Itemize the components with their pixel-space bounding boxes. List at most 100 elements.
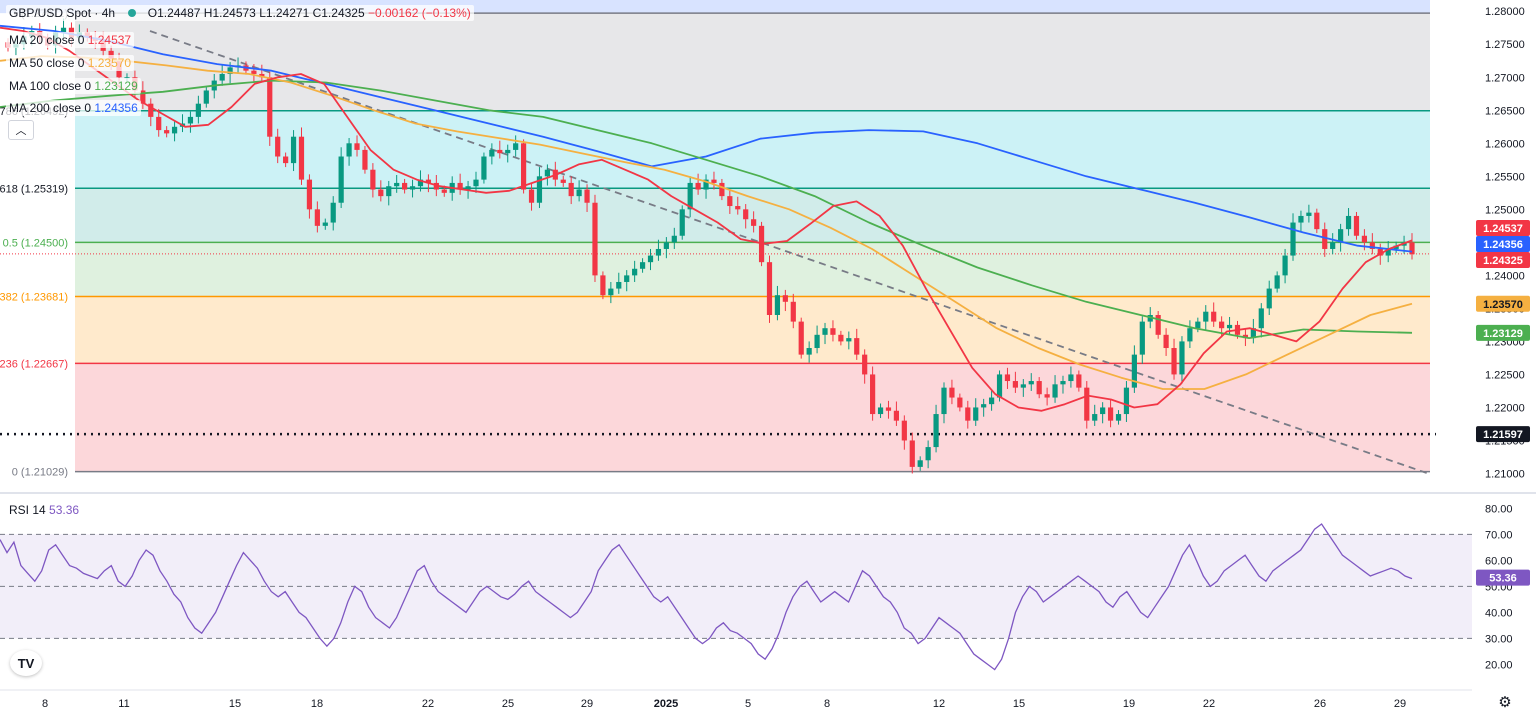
trend-line — [149, 30, 1431, 476]
candle-body — [1290, 222, 1296, 256]
time-axis-tick-label: 29 — [581, 698, 593, 710]
rsi-axis-tick-label: 70.00 — [1485, 529, 1513, 541]
candle-body — [1036, 381, 1042, 395]
candle-body — [877, 407, 884, 415]
candle-body — [1377, 248, 1383, 256]
price-axis-tick-label: 1.24000 — [1485, 270, 1525, 282]
price-badge — [1476, 295, 1530, 312]
fib-zone — [75, 363, 1430, 472]
fib-level-label: 0 (1.21029) — [12, 467, 68, 479]
rsi-legend-value: 53.36 — [49, 503, 80, 517]
candle-body — [1266, 288, 1272, 309]
candle-body — [267, 77, 273, 137]
candle-body — [1195, 321, 1201, 329]
candle-body — [386, 186, 392, 197]
candle-body — [544, 169, 550, 177]
candle-body — [473, 179, 479, 187]
candle-body — [124, 77, 130, 79]
candle-body — [513, 143, 519, 150]
candle-body — [1345, 215, 1352, 230]
candle-body — [830, 328, 836, 335]
candle-body — [1361, 235, 1368, 243]
candle-body — [1322, 229, 1328, 249]
price-badge-label: 1.21597 — [1483, 429, 1523, 441]
candle-body — [298, 136, 305, 180]
tradingview-logo-icon: TV — [17, 655, 35, 671]
ma200-legend-label: MA 200 close 0 — [9, 101, 92, 115]
candle-body — [988, 397, 995, 405]
rsi-axis-tick-label: 60.00 — [1485, 555, 1513, 567]
symbol-title[interactable]: GBP/USD Spot · 4h — [9, 6, 116, 20]
candle-body — [957, 397, 963, 408]
candle-body — [1052, 384, 1058, 398]
candle-body — [814, 334, 820, 349]
candle-body — [1282, 255, 1288, 276]
time-axis-tick-label: 18 — [311, 698, 323, 710]
candle-body — [592, 202, 598, 276]
candle-body — [973, 407, 979, 421]
ohlc-close: C1.24325 — [312, 6, 365, 20]
candle-body — [766, 262, 773, 315]
ma200-legend-value: 1.24356 — [94, 101, 138, 115]
candle-body — [354, 143, 360, 150]
candle-body — [1258, 308, 1264, 329]
candle-body — [822, 328, 828, 335]
tradingview-logo[interactable]: TV — [10, 650, 42, 676]
candle-body — [981, 404, 987, 408]
candle-body — [1306, 212, 1312, 216]
rsi-legend[interactable]: RSI 14 53.36 — [6, 502, 83, 518]
candle-body — [909, 440, 915, 467]
candle-body — [457, 182, 463, 190]
candle-body — [314, 209, 320, 226]
candle-body — [751, 219, 757, 226]
candle-body — [616, 281, 622, 289]
candle-body — [1123, 387, 1130, 415]
candle-body — [417, 179, 424, 187]
candle-body — [806, 348, 812, 355]
candle-body — [1147, 315, 1153, 322]
candle-body — [195, 103, 201, 117]
ma20-legend-label: MA 20 close 0 — [9, 33, 85, 47]
candle-body — [290, 136, 297, 164]
candle-body — [1179, 341, 1185, 375]
candle-body — [1298, 215, 1304, 223]
ma100-legend[interactable]: MA 100 close 0 1.23129 — [6, 78, 141, 94]
candle-body — [1369, 242, 1375, 249]
candle-body — [1044, 394, 1050, 398]
candle-body — [639, 262, 646, 269]
candle-body — [862, 354, 868, 375]
candle-body — [1139, 321, 1145, 355]
candle-body — [576, 189, 582, 197]
ma200-legend[interactable]: MA 200 close 0 1.24356 — [6, 100, 141, 116]
price-axis-tick-label: 1.25000 — [1485, 204, 1525, 216]
fib-level-label: 0.236 (1.22667) — [0, 358, 68, 370]
candle-body — [1028, 381, 1034, 385]
collapse-legend-button[interactable]: ︿ — [8, 120, 34, 140]
candle-body — [568, 182, 574, 197]
candle-body — [949, 387, 955, 398]
candle-body — [283, 156, 289, 164]
candle-body — [965, 407, 971, 421]
candle-body — [148, 103, 154, 117]
candle-body — [306, 179, 313, 210]
rsi-axis-tick-label: 30.00 — [1485, 633, 1513, 645]
rsi-badge-label: 53.36 — [1489, 573, 1517, 585]
candle-body — [1060, 381, 1066, 385]
price-axis-tick-label: 1.22500 — [1485, 369, 1525, 381]
candle-body — [624, 275, 630, 282]
ma50-line — [0, 55, 1413, 390]
candle-body — [338, 156, 344, 203]
candle-body — [608, 288, 614, 296]
ma200-line — [0, 24, 1413, 253]
candle-body — [854, 338, 860, 355]
time-axis-tick-label: 2025 — [654, 698, 678, 710]
price-axis-tick-label: 1.21000 — [1485, 468, 1525, 480]
candle-body — [727, 196, 733, 207]
ma20-legend[interactable]: MA 20 close 0 1.24537 — [6, 32, 135, 48]
candle-body — [1092, 414, 1098, 421]
candle-body — [1203, 311, 1209, 322]
ma50-legend[interactable]: MA 50 close 0 1.23570 — [6, 55, 135, 71]
gear-icon[interactable]: ⚙ — [1498, 694, 1512, 711]
candle-body — [703, 179, 709, 190]
